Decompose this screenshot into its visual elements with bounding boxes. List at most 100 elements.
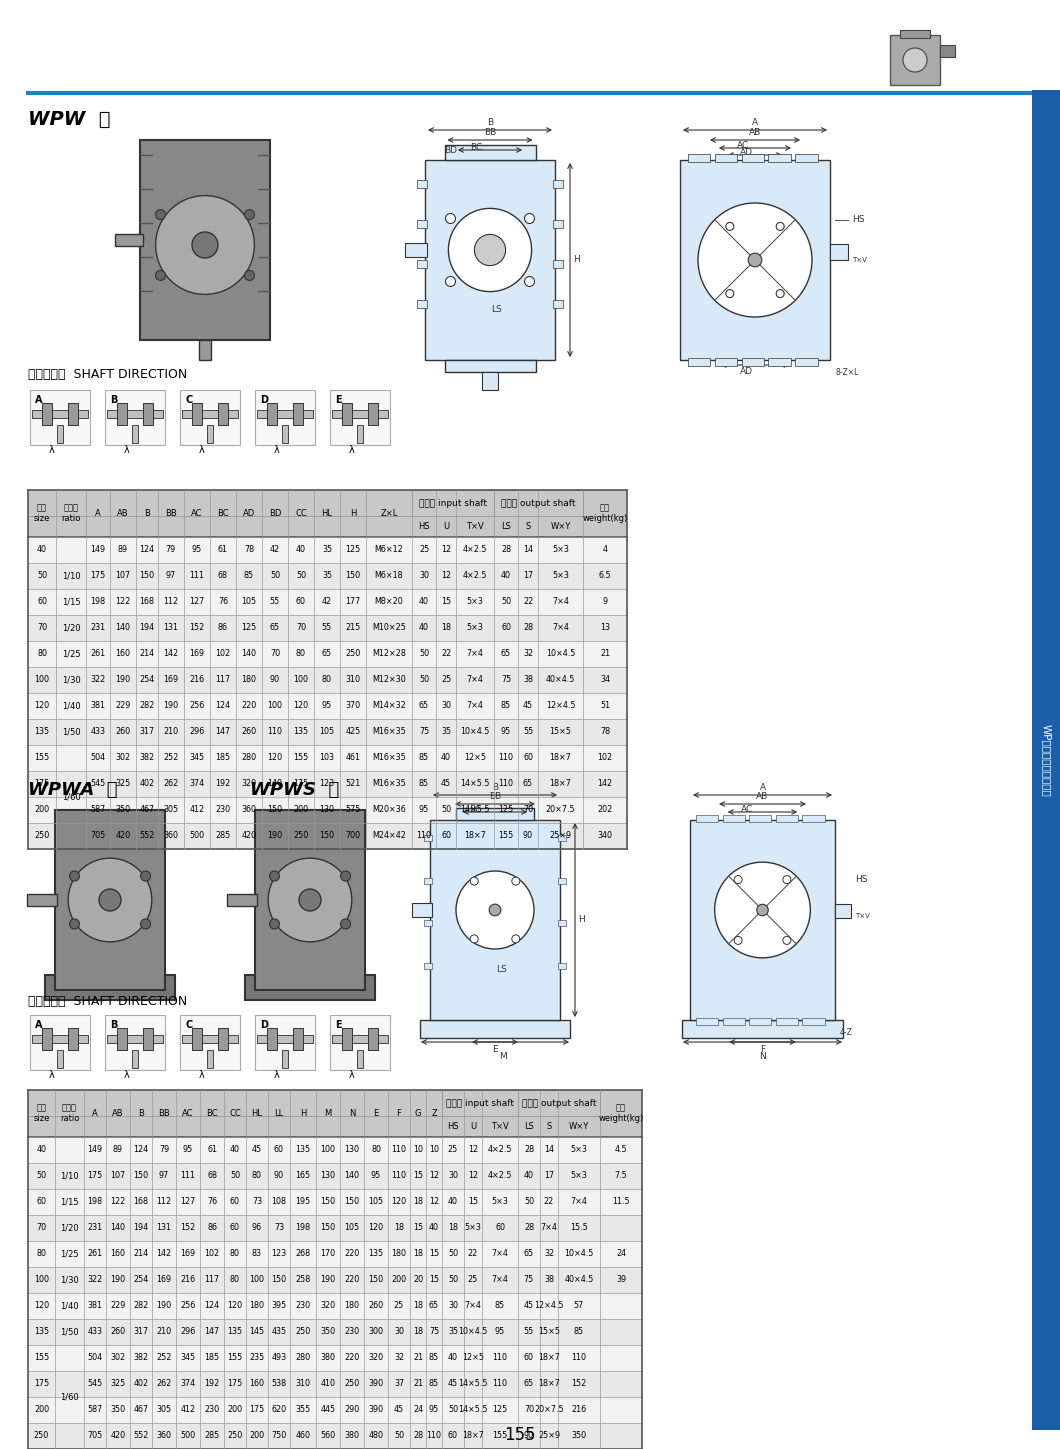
Text: HL: HL [251,1108,263,1119]
Text: 80: 80 [252,1171,262,1181]
Circle shape [512,935,519,943]
Text: 200: 200 [34,1406,49,1414]
Circle shape [714,862,810,958]
Text: 420: 420 [116,832,130,840]
Text: 出力軸 output shaft: 出力軸 output shaft [522,1098,596,1107]
Text: 40: 40 [419,623,429,633]
Text: 140: 140 [110,1223,125,1233]
Text: 14×5.5: 14×5.5 [458,1379,488,1388]
Text: 45: 45 [523,701,533,710]
Text: 42: 42 [270,545,280,555]
Text: 90: 90 [273,1171,284,1181]
Text: λ: λ [124,445,130,455]
Text: 620: 620 [271,1406,286,1414]
Text: 1/25: 1/25 [61,649,81,658]
Bar [28,490,628,538]
Bar [412,903,432,917]
Text: 165: 165 [296,1171,311,1181]
Text: A: A [752,117,758,128]
Text: 32: 32 [394,1353,404,1362]
Text: M12×28: M12×28 [372,649,406,658]
Text: 100: 100 [34,1275,49,1284]
Bar [342,1027,352,1051]
Bar [45,975,175,1000]
Circle shape [489,904,501,916]
Text: 110: 110 [571,1353,586,1362]
Text: G: G [414,1108,421,1119]
Text: 85: 85 [419,753,429,762]
Text: 1/60: 1/60 [60,1392,78,1401]
Circle shape [471,935,478,943]
Bar [267,403,277,425]
Text: 111: 111 [180,1171,195,1181]
Text: 1/30: 1/30 [60,1275,78,1284]
Text: 231: 231 [90,623,106,633]
Text: 504: 504 [90,753,106,762]
Text: Z×L: Z×L [381,509,398,517]
Text: 60: 60 [37,597,47,607]
Text: 6.5: 6.5 [599,571,612,581]
Bar [192,403,202,425]
Text: HL: HL [321,509,333,517]
Text: 135: 135 [369,1249,384,1259]
Text: 504: 504 [87,1353,103,1362]
Text: 538: 538 [271,1379,286,1388]
Text: 17: 17 [523,571,533,581]
Text: 180: 180 [242,675,257,684]
Text: 80: 80 [296,649,306,658]
Bar [255,810,365,990]
Text: 4.5: 4.5 [615,1146,628,1155]
Bar [332,1035,388,1043]
Bar [293,403,303,425]
Text: 21: 21 [413,1353,423,1362]
Text: 1/20: 1/20 [60,1223,78,1233]
Text: 127: 127 [190,597,205,607]
Text: 170: 170 [320,1249,336,1259]
Text: 185: 185 [215,753,231,762]
Text: 575: 575 [346,806,360,814]
Text: 78: 78 [600,727,611,736]
Text: 190: 190 [267,832,283,840]
Text: M10×25: M10×25 [372,623,406,633]
Bar [417,300,427,309]
Text: AB: AB [748,128,761,138]
Bar [218,1027,228,1051]
Text: 110: 110 [426,1432,442,1440]
Text: 60: 60 [273,1146,284,1155]
Text: 381: 381 [90,701,106,710]
Bar [424,920,432,926]
Text: 95: 95 [371,1171,382,1181]
Text: 1/20: 1/20 [61,623,81,633]
Circle shape [525,213,534,223]
Text: 5×3: 5×3 [492,1197,509,1207]
Text: 210: 210 [157,1327,172,1336]
Text: 552: 552 [139,832,155,840]
Bar [357,1051,363,1068]
Text: 25×9: 25×9 [537,1432,560,1440]
Text: 重量
weight(kg): 重量 weight(kg) [582,504,628,523]
Text: 345: 345 [190,753,205,762]
Text: 50: 50 [501,597,511,607]
Text: 175: 175 [34,780,50,788]
Text: 220: 220 [344,1353,359,1362]
Circle shape [748,254,762,267]
Bar [28,640,628,667]
Text: 127: 127 [180,1197,196,1207]
Text: 200: 200 [391,1275,407,1284]
Text: AB: AB [112,1108,124,1119]
Circle shape [268,858,352,942]
Text: 50: 50 [448,1275,458,1284]
Text: 65: 65 [523,780,533,788]
Bar [768,358,791,367]
Text: 131: 131 [157,1223,172,1233]
Text: 150: 150 [369,1275,384,1284]
Bar [558,835,566,840]
Text: 85: 85 [429,1353,439,1362]
Text: 350: 350 [116,806,130,814]
Text: 147: 147 [205,1327,219,1336]
Circle shape [192,232,218,258]
Text: 28: 28 [524,1223,534,1233]
Text: A: A [95,509,101,517]
Text: 18: 18 [413,1327,423,1336]
Text: 120: 120 [294,701,308,710]
